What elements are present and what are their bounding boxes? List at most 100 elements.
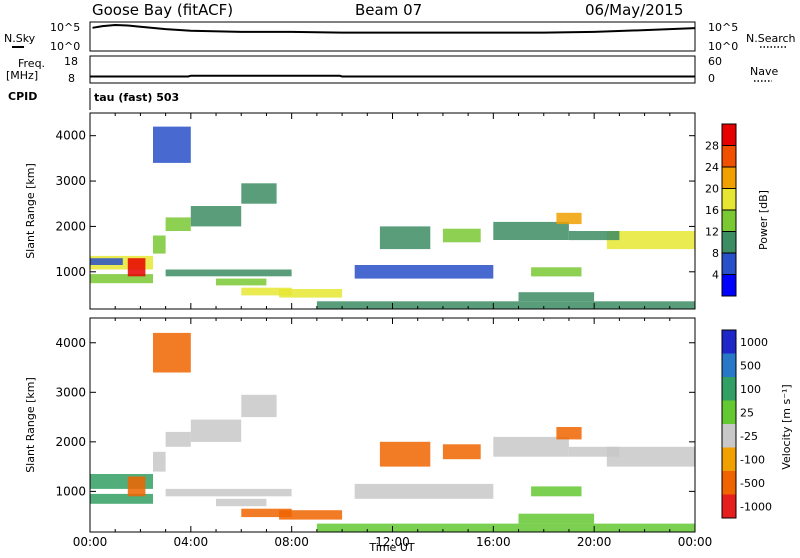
power-ytick-label: 3000 [55,174,86,188]
velocity-xtick-label: 00:00 [678,535,713,549]
noise-tick-right-high: 10^5 [708,21,738,34]
velocity-colorbar-tick-label: -500 [740,477,765,490]
power-cell [241,287,292,296]
velocity-ytick-label: 4000 [55,336,86,350]
velocity-y-label: Slant Range [km] [24,377,37,473]
velocity-xtick-label: 04:00 [174,535,209,549]
power-colorbar-segment [722,210,736,232]
nsky-line [92,23,696,34]
velocity-cell [241,394,277,418]
velocity-colorbar-segment [722,471,736,495]
power-colorbar-tick-label: 16 [705,204,719,217]
power-cell [442,228,481,243]
nsearch-label: N.Search [746,32,796,45]
freq-tick-high: 18 [64,55,78,68]
velocity-cell [190,419,242,442]
velocity-colorbar-segment [722,353,736,377]
station-title: Goose Bay (fitACF) [92,1,233,19]
power-colorbar: 4 8 12 16 20 24 28 [705,123,737,297]
power-cell [216,278,267,286]
cpid-text: tau (fast) 503 [94,91,179,104]
power-cell [606,231,695,250]
power-ytick-label: 4000 [55,129,86,143]
velocity-cell [569,446,620,457]
velocity-colorbar-tick-label: -100 [740,453,765,466]
velocity-cell [127,476,146,497]
power-cell [316,301,695,309]
velocity-xtick-label: 00:00 [73,535,108,549]
power-colorbar-segment [722,188,736,210]
power-colorbar-segment [722,145,736,167]
velocity-colorbar-tick-label: 100 [740,383,761,396]
velocity-colorbar-segment [722,424,736,448]
velocity-colorbar-frame [721,329,737,519]
nave-label: Nave [750,65,778,78]
power-ytick-label: 2000 [55,219,86,233]
velocity-colorbar-segment [722,447,736,471]
frequency-panel [89,55,696,84]
velocity-cell [216,498,267,507]
power-y-axis: 1000 2000 3000 4000 [55,129,695,279]
power-cell [279,289,343,298]
noise-tick-left-high: 10^5 [50,21,80,34]
power-colorbar-segment [722,253,736,275]
power-cell [190,206,242,227]
cpid-label: CPID [8,90,37,103]
velocity-cell [606,446,695,467]
beam-title: Beam 07 [355,1,422,19]
freq-tick-low: 8 [68,72,75,85]
velocity-xtick-label: 16:00 [476,535,511,549]
power-colorbar-label: Power [dB] [757,190,770,250]
velocity-colorbar-tick-label: -25 [740,430,758,443]
freq-label: Freq. [18,57,45,70]
power-cell [153,235,166,254]
velocity-x-axis: 00:00 04:00 08:00 12:00 16:00 20:00 00:00 [73,318,713,549]
power-colorbar-segment [722,167,736,189]
power-cell [127,258,146,277]
power-cell [556,212,582,225]
velocity-cell [316,523,695,532]
velocity-cell [379,441,431,467]
time-axis-label: Time UT [368,541,414,554]
power-cell [165,269,292,277]
power-colorbar-tick-label: 20 [705,183,719,196]
velocity-colorbar-label: Velocity [m s⁻¹] [780,384,793,469]
velocity-cell [354,483,494,499]
noise-tick-right-low: 10^0 [708,40,738,53]
velocity-xtick-label: 12:00 [375,535,410,549]
velocity-xtick-label: 08:00 [274,535,309,549]
date-title: 06/May/2015 [585,1,683,19]
power-colorbar-tick-label: 4 [712,269,719,282]
power-colorbar-segment [722,231,736,253]
power-colorbar-tick-label: 12 [705,226,719,239]
freq-unit-label: [MHz] [6,69,38,82]
velocity-colorbar-segment [722,494,736,518]
velocity-ytick-label: 2000 [55,435,86,449]
power-cell [90,274,153,284]
power-cell [493,221,569,240]
velocity-colorbar-segment [722,400,736,424]
velocity-colorbar-segment [722,330,736,354]
power-cell [379,226,431,250]
velocity-cell [90,493,153,504]
velocity-ytick-label: 3000 [55,385,86,399]
noise-panel [89,21,696,52]
velocity-xtick-label: 20:00 [577,535,612,549]
power-colorbar-tick-label: 8 [712,247,719,260]
velocity-cell [165,431,191,447]
velocity-cell [556,427,582,440]
velocity-heatmap [90,332,695,532]
nsky-label: N.Sky [4,32,36,45]
power-cell [569,231,620,241]
power-y-label: Slant Range [km] [24,163,37,259]
nave-tick-low: 0 [708,72,715,85]
power-cell [241,183,277,204]
velocity-y-axis: 1000 2000 3000 4000 [55,336,695,498]
power-cell [354,265,494,279]
velocity-cell [241,508,292,518]
power-cell [153,126,191,163]
velocity-colorbar-tick-label: 1000 [740,336,768,349]
velocity-colorbar-segment [722,377,736,401]
power-heatmap [90,126,695,309]
